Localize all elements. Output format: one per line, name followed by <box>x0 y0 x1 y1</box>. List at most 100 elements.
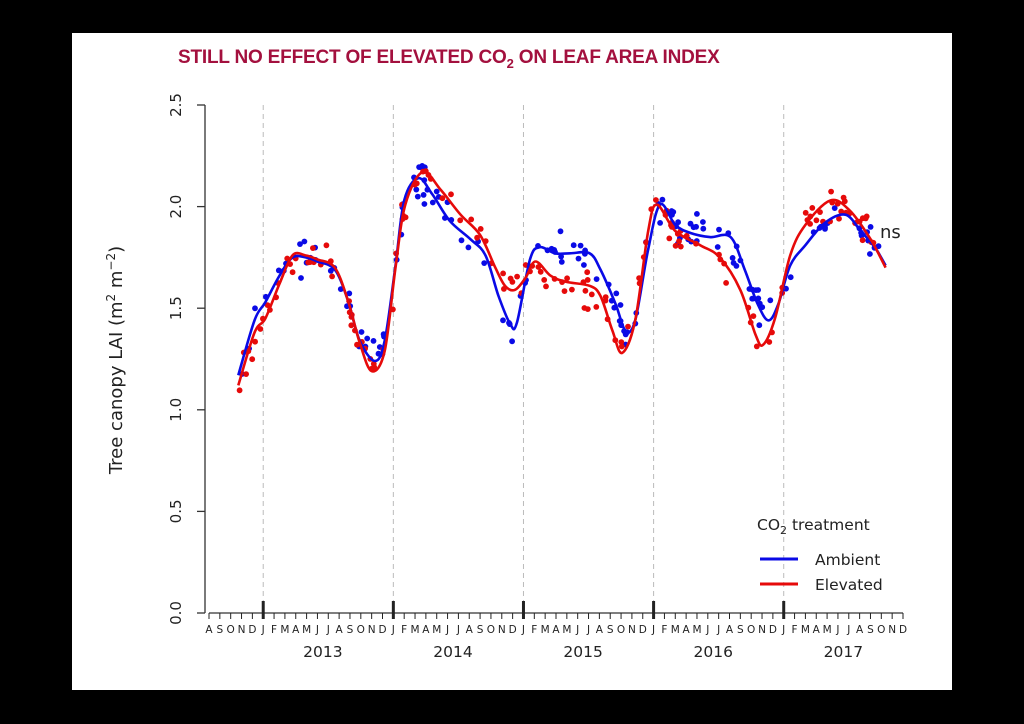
observation-ambient <box>730 260 737 266</box>
observation-elevated <box>584 269 591 276</box>
month-label: O <box>357 624 365 636</box>
month-label: M <box>541 624 550 636</box>
observation-elevated <box>264 302 271 308</box>
month-label: O <box>877 624 885 636</box>
month-label: A <box>856 624 864 636</box>
y-tick-label: 1.5 <box>167 296 185 320</box>
observation-ambient <box>581 262 587 268</box>
observation-elevated <box>564 275 570 282</box>
observation-ambient <box>414 193 421 200</box>
observation-ambient <box>358 329 365 335</box>
observation-elevated <box>500 270 506 277</box>
observation-elevated <box>561 288 568 294</box>
observation-elevated <box>402 214 409 221</box>
observation-ambient <box>575 255 582 262</box>
month-label: M <box>692 624 701 636</box>
y-ticks: 0.0 0.5 1.0 1.5 2.0 2.5 <box>167 93 205 625</box>
observation-elevated <box>252 338 258 345</box>
month-label: O <box>617 624 625 636</box>
observation-ambient <box>558 259 565 265</box>
observation-ambient <box>570 242 577 249</box>
month-label: S <box>607 624 614 636</box>
month-label: N <box>498 624 506 636</box>
observation-ambient <box>593 276 600 282</box>
month-label: M <box>823 624 832 636</box>
month-label: J <box>456 624 460 636</box>
observation-elevated <box>507 275 514 282</box>
observation-ambient <box>875 243 882 250</box>
month-label: A <box>596 624 604 636</box>
observation-ambient <box>558 253 564 260</box>
observation-ambient <box>557 228 564 235</box>
observation-ambient <box>420 192 427 198</box>
observation-elevated <box>543 283 549 290</box>
observation-ambient <box>298 275 304 281</box>
smooth-line-elevated <box>237 170 887 386</box>
observation-ambient <box>433 188 440 195</box>
observation-elevated <box>243 371 250 377</box>
month-label: F <box>531 624 537 636</box>
observation-elevated <box>310 245 316 252</box>
observation-elevated <box>802 209 809 216</box>
observation-elevated <box>541 277 548 283</box>
observation-elevated <box>828 188 834 195</box>
observation-ambient <box>364 335 371 342</box>
month-label: O <box>747 624 755 636</box>
month-label: A <box>292 624 300 636</box>
month-label: N <box>368 624 376 636</box>
observation-elevated <box>448 191 454 198</box>
month-label: S <box>737 624 744 636</box>
observation-ambient <box>465 244 472 251</box>
observation-elevated <box>653 197 659 203</box>
legend-title: CO2 treatment <box>757 516 870 537</box>
observation-ambient <box>767 297 774 304</box>
month-label: J <box>781 624 785 636</box>
figure-panel <box>72 33 952 690</box>
observation-ambient <box>370 338 377 344</box>
month-label: A <box>813 624 821 636</box>
observation-elevated <box>439 195 446 202</box>
month-label: O <box>227 624 235 636</box>
observation-ambient <box>413 186 420 193</box>
observation-ambient <box>831 205 838 212</box>
observation-ambient <box>481 260 488 266</box>
observation-elevated <box>666 235 673 242</box>
observation-elevated <box>582 287 589 294</box>
month-label: D <box>769 624 777 636</box>
observation-ambient <box>346 290 353 297</box>
legend-label-elevated: Elevated <box>815 576 883 594</box>
observation-elevated <box>840 194 847 201</box>
year-label: 2015 <box>563 643 602 661</box>
observation-ambient <box>700 225 707 232</box>
month-label: D <box>639 624 647 636</box>
month-label: S <box>477 624 484 636</box>
month-label: J <box>846 624 850 636</box>
month-label: N <box>628 624 636 636</box>
observation-ambient <box>659 196 666 203</box>
observation-ambient <box>419 163 426 169</box>
observation-elevated <box>602 294 609 300</box>
y-tick-label: 0.5 <box>167 499 185 523</box>
observation-elevated <box>723 280 729 286</box>
legend-label-ambient: Ambient <box>815 551 880 569</box>
month-label: J <box>705 624 709 636</box>
month-label: A <box>726 624 734 636</box>
y-axis-title: Tree canopy LAI (m2 m−2) <box>104 246 127 475</box>
observation-ambient <box>297 241 303 248</box>
month-label: A <box>466 624 474 636</box>
y-tick-label: 0.0 <box>167 601 185 625</box>
year-label: 2017 <box>824 643 863 661</box>
month-label: O <box>487 624 495 636</box>
observation-ambient <box>714 244 721 250</box>
observation-elevated <box>477 226 484 232</box>
month-label: D <box>509 624 517 636</box>
observation-ambient <box>577 242 584 249</box>
observation-ambient <box>687 220 694 227</box>
month-label: J <box>586 624 590 636</box>
observation-elevated <box>257 326 264 332</box>
observation-ambient <box>867 251 873 257</box>
month-label: M <box>432 624 441 636</box>
observation-ambient <box>700 219 706 225</box>
month-label: M <box>280 624 289 636</box>
